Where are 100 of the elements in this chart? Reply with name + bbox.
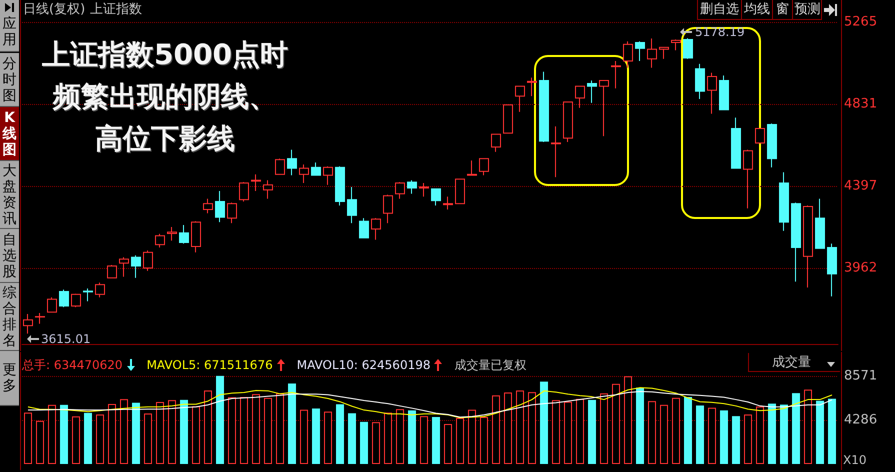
bar — [132, 402, 140, 464]
candlestick — [251, 174, 261, 192]
candlestick — [215, 190, 225, 223]
candlestick — [383, 194, 393, 224]
bar — [288, 384, 296, 464]
text: X10 — [843, 453, 866, 467]
candlestick — [119, 256, 129, 278]
annotation: MAVOL5: 671511676 — [146, 358, 273, 372]
sidebar-button: 大盘资讯 — [0, 161, 19, 229]
bar — [240, 396, 248, 464]
annotation: 成交量 — [772, 355, 811, 370]
y-tick-label: 4286 — [844, 412, 878, 428]
text: 上证指数5000点时频繁出现的阴线、高位下影线 — [42, 37, 288, 157]
candlestick — [23, 313, 33, 334]
text: 上证指数 — [90, 2, 142, 17]
bar — [612, 384, 620, 464]
bar — [324, 412, 332, 464]
candlestick — [599, 80, 609, 137]
candlestick — [191, 220, 201, 253]
candlestick — [227, 202, 237, 224]
bar — [252, 394, 260, 464]
bar — [156, 402, 164, 464]
candlestick — [431, 188, 441, 206]
bar — [492, 395, 500, 464]
bar — [24, 412, 32, 464]
bar — [456, 418, 464, 464]
y-tick-label: 5265 — [844, 14, 878, 30]
bar — [816, 400, 824, 464]
candlestick — [323, 166, 333, 186]
bar — [516, 390, 524, 464]
candlestick — [71, 293, 81, 308]
candlestick — [107, 264, 117, 278]
candlestick — [275, 158, 285, 175]
annotation: MAVOL10: 624560198 — [296, 358, 430, 372]
sidebar-button: 自选股 — [0, 229, 19, 283]
candlestick — [731, 117, 741, 169]
candlestick — [443, 196, 453, 210]
candlestick — [803, 205, 813, 288]
candlestick — [659, 46, 669, 60]
bar — [660, 404, 668, 464]
bar — [264, 398, 272, 464]
bar — [552, 400, 560, 464]
candlestick — [491, 134, 501, 152]
sidebar-button: 分时图 — [0, 53, 19, 107]
bar — [540, 382, 548, 464]
candlestick — [575, 86, 585, 108]
bar — [468, 410, 476, 464]
candlestick — [455, 178, 465, 204]
text: 删自选 — [697, 0, 741, 20]
candlestick — [563, 101, 573, 143]
annotation: 5178.19 — [695, 25, 745, 39]
candlestick — [155, 233, 165, 248]
bar — [684, 396, 692, 464]
candlestick — [419, 182, 429, 198]
candlestick — [407, 180, 417, 194]
bar — [624, 376, 632, 464]
bar — [408, 410, 416, 464]
candlestick — [539, 71, 549, 143]
candlestick — [335, 166, 345, 206]
bar — [120, 399, 128, 464]
candlestick — [311, 162, 321, 176]
bar — [588, 400, 596, 464]
bar — [336, 404, 344, 464]
bar — [192, 406, 200, 464]
candlestick — [527, 77, 537, 97]
bar — [384, 412, 392, 464]
candlestick — [467, 160, 477, 176]
candlestick — [287, 149, 297, 176]
bar — [168, 400, 176, 464]
candlestick — [263, 180, 273, 200]
candlestick — [623, 40, 633, 68]
bar — [780, 404, 788, 464]
annotation: 3615.01 — [41, 332, 91, 346]
candlestick — [647, 38, 657, 68]
bar — [396, 409, 404, 464]
bar — [84, 412, 92, 464]
bar — [504, 392, 512, 464]
candlestick — [515, 86, 525, 112]
bar — [564, 402, 572, 464]
annotation: 成交量已复权 — [454, 358, 526, 372]
bar — [708, 408, 716, 464]
candlestick — [59, 289, 69, 308]
bar — [360, 422, 368, 464]
bar — [648, 401, 656, 464]
bar — [444, 424, 452, 464]
bar — [792, 393, 800, 464]
candlestick — [743, 149, 753, 209]
bar — [696, 406, 704, 464]
candlestick — [827, 243, 837, 297]
sidebar-button: 应用 — [0, 0, 19, 52]
candlestick — [815, 198, 825, 249]
bar — [576, 398, 584, 464]
bar — [732, 416, 740, 464]
bar — [600, 393, 608, 464]
bar — [204, 390, 212, 464]
bar — [420, 416, 428, 464]
candlestick — [131, 254, 141, 278]
text: 预测 — [792, 0, 822, 20]
bar — [372, 422, 380, 464]
candlestick — [35, 312, 45, 324]
